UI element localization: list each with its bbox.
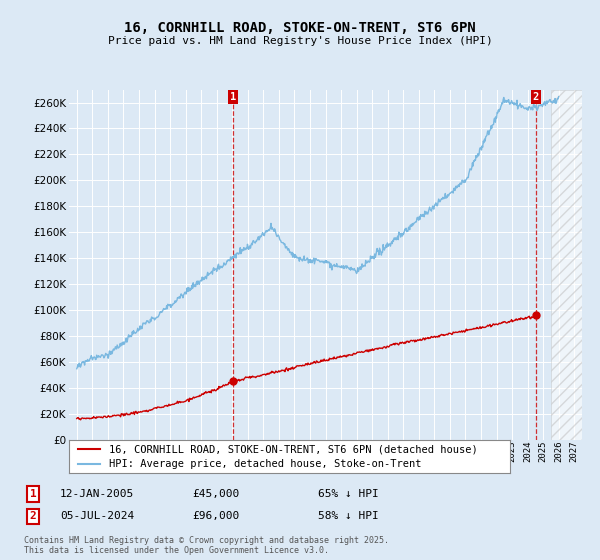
Text: Price paid vs. HM Land Registry's House Price Index (HPI): Price paid vs. HM Land Registry's House … (107, 36, 493, 46)
Text: 58% ↓ HPI: 58% ↓ HPI (318, 511, 379, 521)
Text: 12-JAN-2005: 12-JAN-2005 (60, 489, 134, 499)
Text: Contains HM Land Registry data © Crown copyright and database right 2025.
This d: Contains HM Land Registry data © Crown c… (24, 536, 389, 556)
Text: £45,000: £45,000 (192, 489, 239, 499)
Text: 05-JUL-2024: 05-JUL-2024 (60, 511, 134, 521)
Text: 1: 1 (230, 92, 236, 102)
Text: 2: 2 (532, 92, 539, 102)
Text: 2: 2 (29, 511, 37, 521)
Text: £96,000: £96,000 (192, 511, 239, 521)
Text: HPI: Average price, detached house, Stoke-on-Trent: HPI: Average price, detached house, Stok… (109, 459, 421, 469)
Bar (551, 90, 582, 440)
Text: 16, CORNHILL ROAD, STOKE-ON-TRENT, ST6 6PN: 16, CORNHILL ROAD, STOKE-ON-TRENT, ST6 6… (124, 21, 476, 35)
Text: 65% ↓ HPI: 65% ↓ HPI (318, 489, 379, 499)
Text: 1: 1 (29, 489, 37, 499)
Text: 16, CORNHILL ROAD, STOKE-ON-TRENT, ST6 6PN (detached house): 16, CORNHILL ROAD, STOKE-ON-TRENT, ST6 6… (109, 444, 478, 454)
